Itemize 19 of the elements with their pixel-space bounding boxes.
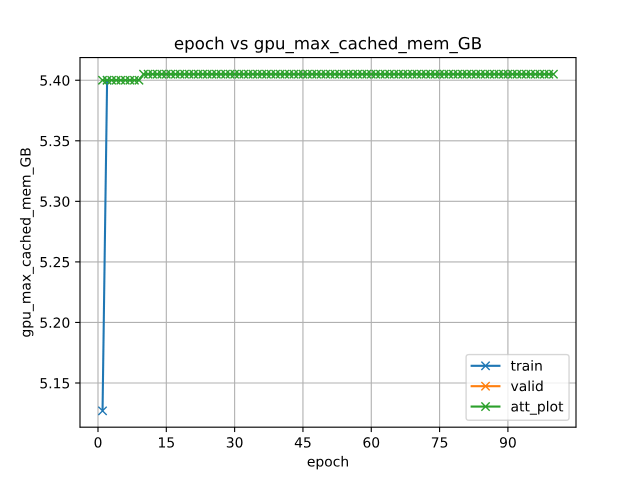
y-tick-label: 5.30 xyxy=(40,196,70,207)
y-tick-label: 5.20 xyxy=(40,317,70,328)
x-tick-label: 60 xyxy=(363,437,380,448)
y-tick-label: 5.25 xyxy=(40,256,70,268)
x-tick-label: 15 xyxy=(159,437,174,448)
y-tick-label: 5.15 xyxy=(40,378,70,388)
x-tick-label: 75 xyxy=(432,437,448,448)
y-tick-label: 5.35 xyxy=(40,136,70,146)
y-axis-title: gpu_max_cached_mem_GB xyxy=(20,148,34,337)
legend-label: train xyxy=(510,360,542,371)
x-tick-label: 45 xyxy=(294,437,311,448)
x-tick-label: 0 xyxy=(94,437,102,448)
legend-label: valid xyxy=(510,380,543,392)
x-axis-title: epoch xyxy=(308,456,348,470)
x-tick-label: 90 xyxy=(500,437,516,448)
y-tick-label: 5.40 xyxy=(40,75,70,86)
legend-label: att_plot xyxy=(511,400,564,415)
x-tick-label: 30 xyxy=(226,437,243,448)
chart-title: epoch vs gpu_max_cached_mem_GB xyxy=(174,36,481,54)
